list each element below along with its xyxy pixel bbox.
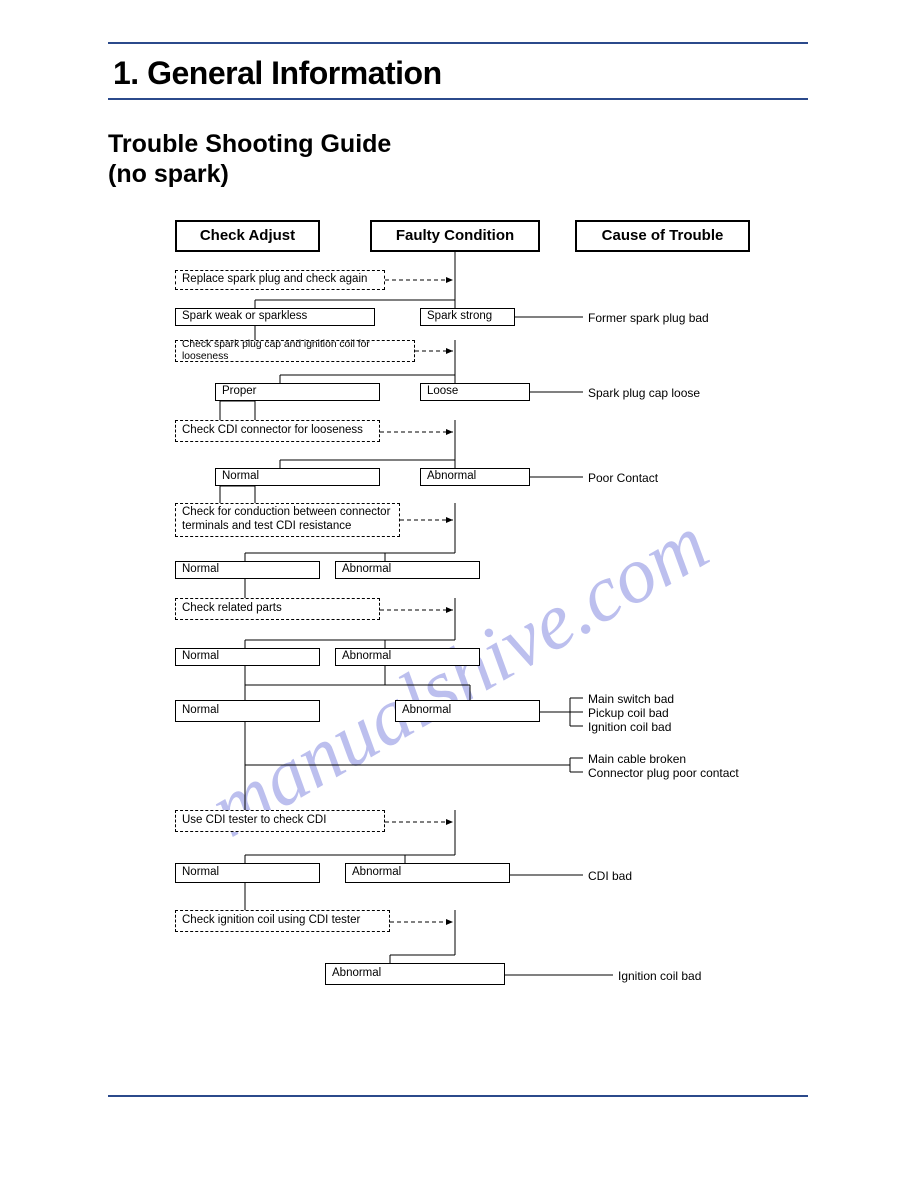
box-check-cap: Check spark plug cap and ignition coil f… (175, 340, 415, 362)
cause-former-plug-bad: Former spark plug bad (588, 310, 709, 326)
flowchart: Check Adjust Faulty Condition Cause of T… (175, 220, 795, 1020)
cause-connector-poor-contact: Connector plug poor contact (588, 765, 739, 781)
box-check-ignition-coil: Check ignition coil using CDI tester (175, 910, 390, 932)
box-abnormal2: Abnormal (335, 561, 480, 579)
cause-ignition-coil-bad-1: Ignition coil bad (588, 719, 671, 735)
box-normal3: Normal (175, 648, 320, 666)
bottom-rule (108, 1095, 808, 1097)
box-abnormal1: Abnormal (420, 468, 530, 486)
box-loose: Loose (420, 383, 530, 401)
title-underline (108, 98, 808, 100)
section-title: 1. General Information (113, 55, 442, 92)
subtitle-line2: (no spark) (108, 160, 229, 189)
top-rule (108, 42, 808, 44)
header-check-adjust: Check Adjust (175, 220, 320, 252)
box-use-cdi-tester: Use CDI tester to check CDI (175, 810, 385, 832)
box-abnormal6: Abnormal (325, 963, 505, 985)
box-abnormal5: Abnormal (345, 863, 510, 883)
cause-ignition-coil-bad-2: Ignition coil bad (618, 968, 701, 984)
box-abnormal3: Abnormal (335, 648, 480, 666)
box-normal2: Normal (175, 561, 320, 579)
box-check-cdi-conn: Check CDI connector for looseness (175, 420, 380, 442)
cause-cdi-bad: CDI bad (588, 868, 632, 884)
box-normal5: Normal (175, 863, 320, 883)
header-faulty-condition: Faulty Condition (370, 220, 540, 252)
box-normal4: Normal (175, 700, 320, 722)
box-abnormal4: Abnormal (395, 700, 540, 722)
box-spark-strong: Spark strong (420, 308, 515, 326)
box-proper: Proper (215, 383, 380, 401)
box-check-conduction: Check for conduction between connector t… (175, 503, 400, 537)
box-check-parts: Check related parts (175, 598, 380, 620)
cause-poor-contact: Poor Contact (588, 470, 658, 486)
page: 1. General Information Trouble Shooting … (0, 0, 918, 1188)
box-spark-weak: Spark weak or sparkless (175, 308, 375, 326)
header-cause-of-trouble: Cause of Trouble (575, 220, 750, 252)
box-replace-plug: Replace spark plug and check again (175, 270, 385, 290)
box-normal1: Normal (215, 468, 380, 486)
cause-cap-loose: Spark plug cap loose (588, 385, 700, 401)
subtitle-line1: Trouble Shooting Guide (108, 130, 391, 159)
